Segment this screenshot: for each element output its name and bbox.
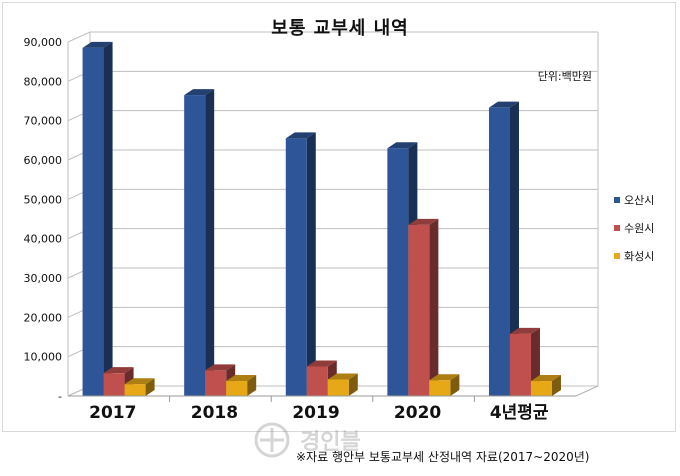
bar-2-4-side [551,375,561,396]
legend-label-hwaseong: 화성시 [624,250,655,263]
bar-1-1 [205,370,227,396]
legend: 오산시 수원시 화성시 [614,186,654,270]
x-tick-label: 4년평균 [490,403,549,423]
legend-swatch-osan [614,197,620,203]
bar-1-4 [509,333,531,396]
bar-0-2-side [306,132,316,396]
bar-2-1 [226,381,248,396]
bar-2-1-side [247,375,257,396]
bar-2-0-side [145,378,155,396]
y-tick-label: 90,000 [24,36,63,49]
chart-title: 보통 교부세 내역 [271,18,409,39]
bar-2-3-top [429,374,460,381]
bar-2-4-top [530,375,561,382]
legend-swatch-suwon [614,225,620,231]
unit-label: 단위:백만원 [537,70,592,83]
y-tick-label: 40,000 [24,233,63,246]
watermark-logo: 경인블 [252,418,472,462]
bar-1-3-top [408,218,439,225]
bar-0-0-top [82,41,113,48]
bar-0-1-top [184,89,215,96]
x-tick-label: 2019 [292,403,339,423]
bar-0-3-top [387,142,418,149]
bar-2-1-top [226,375,257,382]
bar-0-4-side [509,101,519,396]
bar-0-4-top [488,101,519,108]
bar-0-0-side [103,41,113,397]
legend-label-suwon: 수원시 [624,222,655,235]
y-tick-label: 70,000 [24,115,63,128]
bar-1-2 [306,366,328,396]
bar-0-1 [184,95,206,396]
bar-1-4-top [509,327,540,334]
bar-1-1-top [205,364,236,371]
bar-2-0 [124,384,146,396]
bar-2-2-top [327,373,358,380]
y-tick-label: 20,000 [24,311,63,324]
y-tick-label: 60,000 [24,154,63,167]
chart-border [2,2,676,432]
bar-2-0-top [124,378,155,385]
watermark-globe-icon [254,422,290,458]
bar-0-2 [285,138,307,396]
y-tick-label: 80,000 [24,75,63,88]
legend-item-suwon: 수원시 [614,214,654,242]
legend-item-osan: 오산시 [614,186,654,214]
bar-0-0 [82,47,104,397]
y-tick-label: - [58,390,62,403]
bar-0-1-side [205,89,215,396]
bar-0-4 [488,107,510,396]
x-tick-label: 2020 [394,403,441,423]
bar-2-2-side [348,373,358,396]
legend-label-osan: 오산시 [624,194,655,207]
bar-2-2 [327,379,349,396]
y-tick-label: 10,000 [24,351,63,364]
y-tick-label: 30,000 [24,272,63,285]
x-tick-label: 2018 [191,403,238,423]
bar-0-3 [387,148,409,396]
legend-swatch-hwaseong [614,253,620,259]
bar-1-3-side [429,218,439,396]
watermark-text: 경인블 [300,430,361,455]
bar-0-2-top [285,132,316,139]
bar-2-3-side [450,374,460,396]
bar-1-3 [408,224,430,396]
bar-1-0-top [103,367,134,374]
x-tick-label: 2017 [89,403,136,423]
gridline [67,70,598,82]
bar-1-2-top [306,360,337,367]
legend-item-hwaseong: 화성시 [614,242,654,270]
y-tick-label: 50,000 [24,193,63,206]
bar-2-3 [429,380,451,396]
source-note: ※자료 행안부 보통교부세 산정내역 자료(2017~2020년) [296,450,590,464]
bar-1-0 [103,373,125,396]
bar-2-4 [530,381,552,396]
